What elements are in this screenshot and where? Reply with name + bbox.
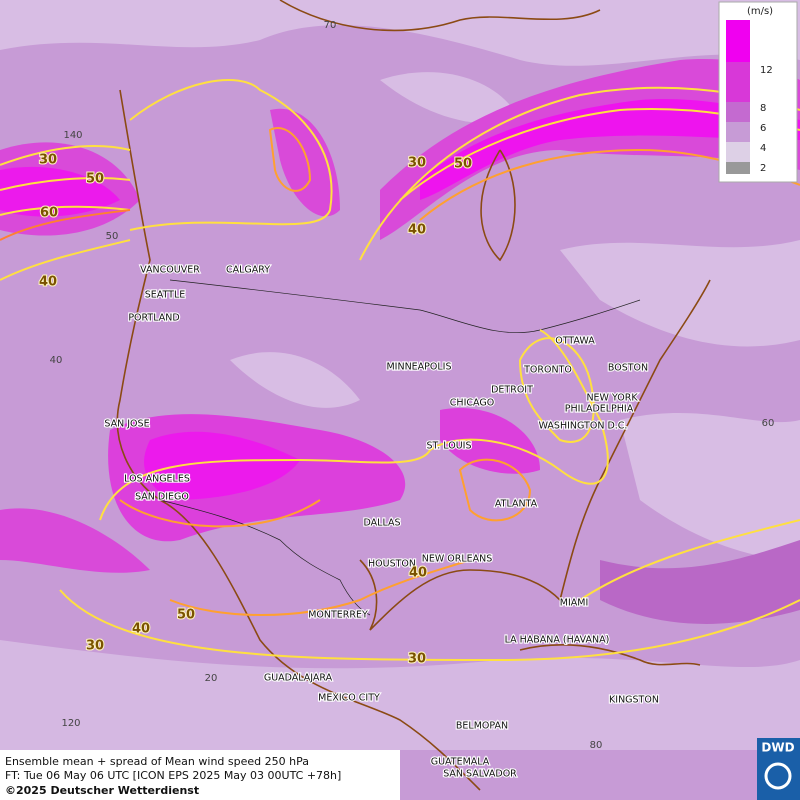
contour-label: 30 [39, 153, 57, 168]
legend-level: 2 [760, 163, 766, 174]
city-label: NEW ORLEANS [422, 554, 493, 565]
city-label: BELMOPAN [456, 721, 508, 732]
grid-label: 60 [762, 418, 775, 429]
city-label: MIAMI [560, 598, 589, 609]
legend-unit: (m/s) [747, 6, 773, 17]
footer-line: FT: Tue 06 May 06 UTC [ICON EPS 2025 May… [5, 769, 341, 782]
logo-icon [764, 762, 792, 790]
legend-swatch [726, 20, 750, 62]
city-label: LA HABANA (HAVANA) [505, 635, 610, 646]
city-label: ATLANTA [495, 499, 538, 510]
contour-label: 50 [454, 157, 472, 172]
footer-line: ©2025 Deutscher Wetterdienst [5, 784, 199, 797]
contour-label: 50 [177, 608, 195, 623]
city-label: HOUSTON [368, 559, 416, 570]
contour-label: 40 [132, 622, 150, 637]
contour-label: 50 [86, 172, 104, 187]
city-label: WASHINGTON D.C. [539, 421, 628, 432]
contour-label: 30 [408, 156, 426, 171]
city-label: ST. LOUIS [427, 441, 472, 452]
city-label: DALLAS [364, 518, 401, 529]
city-label: SEATTLE [145, 290, 186, 301]
city-label: GUATEMALA [431, 757, 490, 768]
contours [0, 79, 800, 662]
city-label: NEW YORK [586, 393, 638, 404]
city-label: BOSTON [608, 363, 648, 374]
city-label: SAN DIEGO [135, 492, 189, 503]
logo-text: DWD [761, 741, 794, 755]
contour-label: 30 [86, 639, 104, 654]
contour-label: 40 [39, 275, 57, 290]
contour-label: 30 [408, 652, 426, 667]
grid-label: 50 [106, 231, 119, 242]
grid-label: 20 [205, 673, 218, 684]
city-label: LOS ANGELES [124, 474, 190, 485]
legend-level: 4 [760, 143, 766, 154]
footer-box [0, 750, 400, 800]
grid-label: 120 [61, 718, 80, 729]
legend-level: 12 [760, 65, 773, 76]
grid-label: 140 [63, 130, 82, 141]
logo-box [757, 738, 800, 800]
spread-field [0, 0, 800, 750]
legend-swatch [726, 142, 750, 162]
city-label: MONTERREY [308, 610, 368, 621]
legend-swatch [726, 122, 750, 142]
city-label: CHICAGO [450, 398, 494, 409]
city-label: MINNEAPOLIS [386, 362, 451, 373]
contour-label: 60 [40, 206, 58, 221]
city-label: VANCOUVER [140, 265, 200, 276]
city-label: SAN JOSE [104, 419, 149, 430]
city-label: PHILADELPHIA [565, 404, 634, 415]
legend: (m/s) 12 8 6 4 2 [718, 1, 798, 183]
city-label: PORTLAND [128, 313, 179, 324]
grid-label: 70 [324, 20, 337, 31]
legend-level: 6 [760, 123, 766, 134]
city-label: GUADALAJARA [264, 673, 333, 684]
footer-line: Ensemble mean + spread of Mean wind spee… [5, 755, 309, 768]
city-label: DETROIT [491, 385, 533, 396]
legend-swatch [726, 162, 750, 174]
city-label: MEXICO CITY [318, 693, 380, 704]
legend-level: 8 [760, 103, 766, 114]
city-label: SAN SALVADOR [443, 769, 517, 780]
city-label: OTTAWA [555, 336, 595, 347]
grid-label: 40 [50, 355, 63, 366]
legend-swatch [726, 102, 750, 122]
city-label: TORONTO [523, 365, 572, 376]
contour-label: 40 [409, 566, 427, 581]
contour-label: 40 [408, 223, 426, 238]
city-label: CALGARY [226, 265, 270, 276]
borders [159, 279, 641, 616]
legend-swatch [726, 62, 750, 102]
labels: VANCOUVER CALGARY SEATTLE PORTLAND MINNEAPOL… [38, 20, 775, 781]
city-label: KINGSTON [609, 695, 659, 706]
grid-label: 80 [590, 740, 603, 751]
